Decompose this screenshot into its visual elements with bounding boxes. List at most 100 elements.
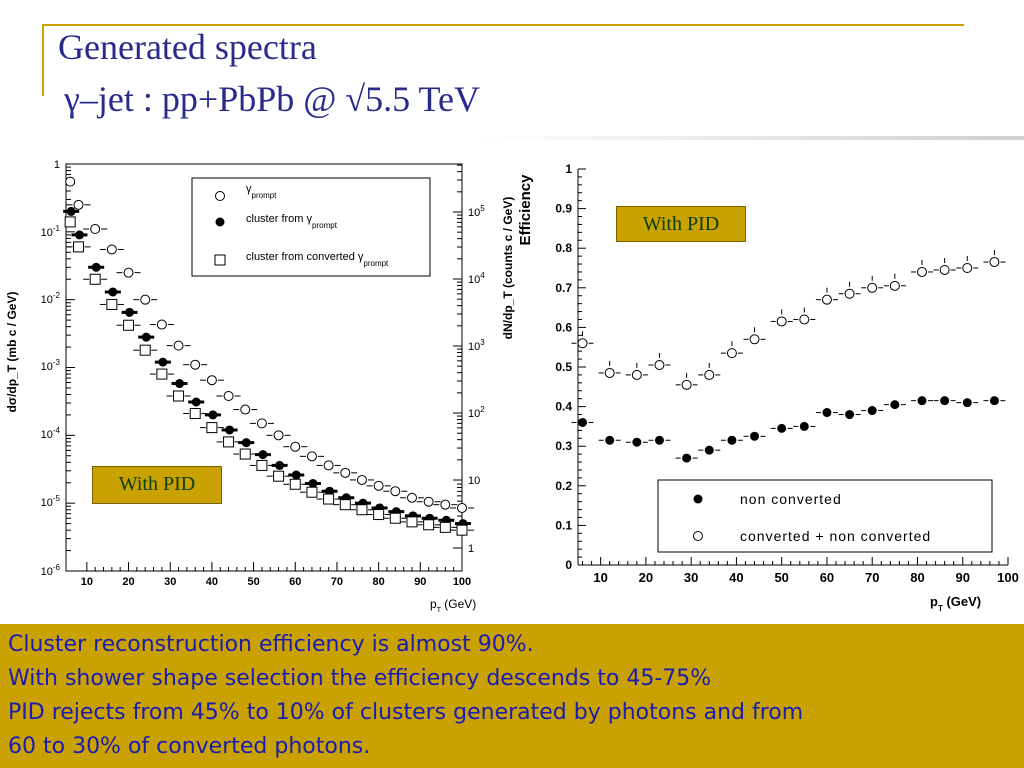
note-line-4: 60 to 30% of converted photons. — [8, 734, 371, 759]
prompt-gamma-point — [290, 441, 301, 452]
cluster-prompt-point — [291, 470, 301, 480]
cluster-converted-point — [123, 319, 135, 331]
title-divider — [480, 136, 1024, 140]
x-tick-label-left: 100 — [453, 576, 471, 588]
cluster-converted-point — [73, 241, 85, 253]
prompt-gamma-point — [273, 430, 284, 441]
cluster-converted-point — [189, 407, 201, 419]
y-tick-label-left: 1 — [54, 159, 60, 171]
prompt-gamma-point — [423, 496, 434, 507]
x-tick-label-left: 30 — [164, 576, 176, 588]
non-converted-point — [845, 410, 855, 420]
cluster-prompt-point — [258, 450, 268, 460]
legend-label-right: non converted — [740, 491, 842, 507]
cluster-prompt-point — [91, 262, 101, 272]
cluster-prompt-point — [275, 460, 285, 470]
non-converted-point — [799, 421, 809, 431]
legend-marker-left — [215, 191, 225, 201]
prompt-gamma-point — [140, 294, 151, 305]
y-tick-label-efficiency: 0.2 — [555, 479, 572, 493]
y-tick-label-efficiency: 0.3 — [555, 439, 572, 453]
prompt-gamma-point — [73, 199, 84, 210]
x-tick-label-left: 70 — [331, 576, 343, 588]
cluster-prompt-point — [208, 410, 218, 420]
prompt-gamma-point — [390, 486, 401, 497]
legend-marker-right — [693, 531, 703, 541]
non-converted-point — [704, 445, 714, 455]
x-tick-label-efficiency: 50 — [774, 570, 788, 585]
non-converted-point — [777, 423, 787, 433]
non-converted-point — [727, 435, 737, 445]
cluster-converted-point — [356, 504, 368, 516]
cluster-prompt-point — [175, 379, 185, 389]
converted-point — [821, 294, 832, 305]
converted-point — [799, 314, 810, 325]
non-converted-point — [867, 406, 877, 416]
prompt-gamma-point — [106, 244, 117, 255]
legend-label-right: converted + non converted — [740, 528, 931, 544]
cluster-converted-point — [406, 516, 418, 528]
prompt-gamma-point — [340, 467, 351, 478]
cluster-converted-point — [306, 486, 318, 498]
prompt-gamma-point — [356, 474, 367, 485]
cluster-converted-point — [106, 298, 118, 310]
cluster-prompt-point — [308, 478, 318, 488]
prompt-gamma-point — [190, 359, 201, 370]
cluster-prompt-point — [75, 230, 85, 240]
converted-point — [776, 316, 787, 327]
prompt-gamma-point — [406, 492, 417, 503]
prompt-gamma-point — [457, 502, 467, 513]
y-tick-label-efficiency: 0.1 — [555, 518, 572, 532]
converted-point — [989, 257, 1000, 268]
legend-marker-right — [693, 494, 703, 504]
cluster-converted-point — [223, 436, 235, 448]
non-converted-point — [578, 417, 588, 427]
prompt-gamma-point — [223, 391, 234, 402]
note-line-3: PID rejects from 45% to 10% of clusters … — [8, 700, 804, 725]
notes-panel: Cluster reconstruction efficiency is alm… — [0, 624, 1024, 768]
y-tick-label-efficiency: 0.7 — [555, 281, 572, 295]
slide-title: Generated spectra — [58, 27, 317, 67]
with-pid-badge-right: With PID — [616, 206, 746, 242]
x-tick-label-left: 20 — [122, 576, 134, 588]
non-converted-point — [632, 437, 642, 447]
non-converted-point — [940, 396, 950, 406]
x-tick-label-efficiency: 40 — [729, 570, 743, 585]
legend-left — [191, 177, 431, 277]
converted-point — [962, 263, 973, 273]
cluster-prompt-point — [66, 206, 76, 216]
prompt-gamma-point — [123, 267, 134, 278]
prompt-gamma-point — [90, 224, 101, 235]
cluster-converted-point — [323, 493, 335, 505]
cluster-prompt-point — [241, 438, 251, 448]
x-tick-label-left: 10 — [81, 576, 93, 588]
y-axis-label-left: dσ/dp_T (mb c / GeV) — [5, 292, 19, 413]
slide-subtitle: γ–jet : pp+PbPb @ √5.5 TeV — [64, 79, 480, 119]
prompt-gamma-point — [256, 418, 267, 429]
cluster-converted-point — [289, 478, 301, 490]
cluster-prompt-point — [325, 486, 335, 496]
note-line-1: Cluster reconstruction efficiency is alm… — [8, 632, 534, 657]
y-tick-label-efficiency: 0.4 — [555, 400, 572, 414]
converted-point — [749, 334, 760, 345]
prompt-gamma-point — [323, 460, 334, 471]
prompt-gamma-point — [240, 404, 251, 415]
cluster-converted-point — [206, 422, 218, 434]
y-tick-label-efficiency: 0.6 — [555, 320, 572, 334]
x-axis-label-right: pT (GeV) — [930, 594, 981, 613]
cluster-converted-point — [139, 344, 151, 356]
x-tick-label-efficiency: 30 — [684, 570, 698, 585]
prompt-gamma-point — [156, 319, 167, 330]
converted-point — [631, 369, 642, 380]
cluster-converted-point — [64, 216, 76, 228]
cluster-converted-point — [389, 512, 401, 524]
cluster-converted-point — [423, 519, 435, 531]
converted-point — [939, 264, 950, 275]
title-area: Generated spectra γ–jet : pp+PbPb @ √5.5… — [0, 0, 1024, 140]
non-converted-point — [989, 396, 999, 406]
cluster-converted-point — [173, 390, 185, 402]
converted-point — [917, 266, 927, 277]
non-converted-point — [605, 435, 615, 445]
